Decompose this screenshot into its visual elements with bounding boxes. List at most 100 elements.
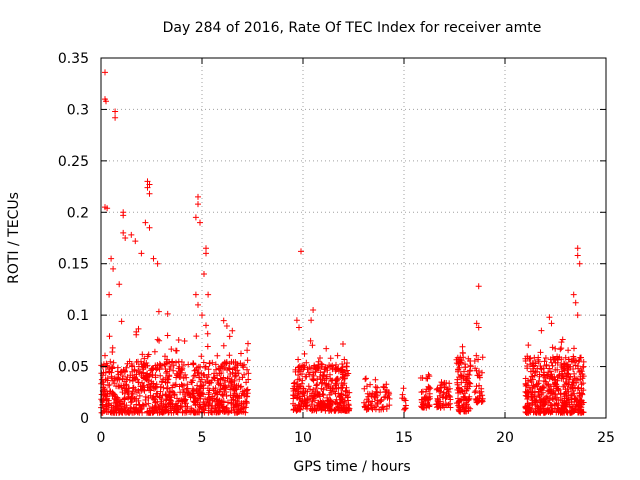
- data-point: [471, 389, 478, 396]
- data-point: [205, 399, 212, 406]
- data-point: [215, 407, 222, 414]
- data-point: [324, 367, 331, 374]
- data-point: [146, 190, 153, 197]
- data-point: [317, 401, 324, 408]
- data-point: [151, 408, 157, 415]
- data-point: [427, 385, 434, 392]
- data-point: [296, 324, 302, 331]
- data-point: [344, 360, 350, 366]
- data-point: [181, 391, 188, 398]
- data-point: [293, 317, 300, 324]
- data-point: [119, 389, 126, 396]
- data-point: [542, 378, 549, 385]
- data-point: [126, 358, 133, 365]
- data-point: [159, 362, 165, 369]
- data-point: [112, 114, 119, 121]
- data-point: [318, 400, 325, 407]
- data-point: [202, 364, 209, 371]
- data-point: [578, 381, 585, 388]
- data-point: [436, 387, 442, 394]
- data-point: [301, 350, 308, 357]
- data-point: [384, 403, 390, 410]
- data-point: [522, 404, 529, 411]
- data-point: [569, 405, 576, 412]
- data-point: [339, 364, 346, 371]
- data-point: [166, 372, 173, 379]
- y-axis-label: ROTI / TECUs: [6, 192, 22, 284]
- data-point: [295, 388, 302, 395]
- data-point: [421, 404, 428, 411]
- data-point: [362, 376, 369, 383]
- data-point: [130, 384, 136, 391]
- data-point: [326, 362, 333, 369]
- data-point: [144, 178, 151, 185]
- data-point: [362, 402, 369, 409]
- data-point: [551, 373, 558, 380]
- data-point: [578, 404, 585, 411]
- data-point: [301, 392, 308, 399]
- data-point: [241, 371, 248, 378]
- data-point: [473, 383, 480, 390]
- data-point: [474, 372, 481, 379]
- data-point: [151, 386, 158, 392]
- data-point: [195, 370, 202, 376]
- data-point: [455, 368, 461, 375]
- data-point: [300, 385, 307, 392]
- data-point: [304, 388, 311, 395]
- data-point: [192, 214, 199, 221]
- x-tick-label: 20: [496, 430, 514, 446]
- data-point: [570, 355, 577, 362]
- data-point: [572, 406, 579, 413]
- data-point: [190, 394, 197, 401]
- data-point: [175, 372, 182, 379]
- data-point: [574, 245, 581, 252]
- data-point: [458, 360, 465, 366]
- data-point: [552, 377, 559, 384]
- data-point: [325, 407, 332, 414]
- data-point: [198, 353, 205, 360]
- data-point: [336, 393, 343, 399]
- data-point: [311, 392, 318, 399]
- data-point: [574, 377, 581, 384]
- data-point: [327, 402, 334, 409]
- data-point: [548, 402, 555, 409]
- data-point: [245, 370, 252, 377]
- data-point: [239, 362, 246, 369]
- data-point: [235, 370, 242, 377]
- data-point: [109, 389, 116, 396]
- data-point: [525, 342, 532, 349]
- data-point: [123, 402, 130, 409]
- data-point: [557, 346, 564, 353]
- data-point: [244, 393, 251, 400]
- data-point: [531, 383, 538, 390]
- data-point: [212, 361, 219, 368]
- data-point: [333, 361, 339, 368]
- data-point: [301, 362, 308, 369]
- data-point: [472, 365, 479, 372]
- data-point: [532, 369, 539, 376]
- data-point: [522, 383, 529, 389]
- y-tick-label: 0: [80, 411, 89, 427]
- data-point: [568, 409, 575, 416]
- data-point: [162, 397, 169, 404]
- data-point: [568, 399, 575, 406]
- y-tick-label: 0.15: [58, 257, 89, 273]
- x-tick-label: 15: [395, 430, 413, 446]
- data-point: [531, 393, 538, 400]
- data-point: [123, 387, 130, 393]
- data-point: [150, 255, 157, 262]
- data-point: [108, 408, 115, 415]
- data-point: [157, 388, 164, 395]
- data-point: [541, 358, 548, 365]
- data-point: [339, 367, 345, 374]
- data-point: [558, 345, 565, 352]
- data-point: [203, 250, 209, 257]
- data-point: [220, 342, 227, 349]
- data-point: [466, 380, 473, 387]
- data-point: [575, 358, 582, 365]
- data-point: [122, 235, 129, 241]
- data-point: [102, 352, 108, 359]
- data-point: [323, 345, 330, 352]
- data-point: [402, 397, 409, 404]
- data-point: [170, 367, 177, 374]
